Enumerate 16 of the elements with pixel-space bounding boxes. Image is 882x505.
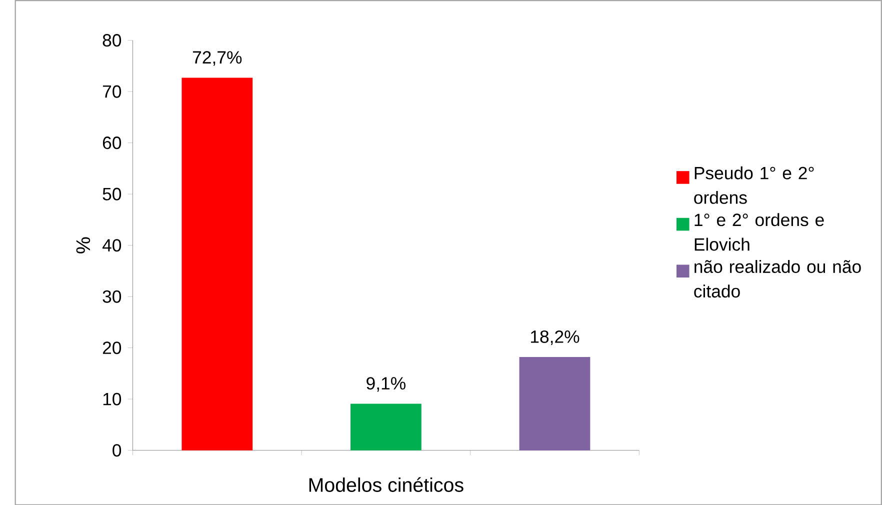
y-tick-label: 70 — [102, 85, 122, 98]
data-label: 72,7% — [192, 50, 242, 66]
y-tick-label: 20 — [102, 341, 122, 354]
legend-label: Pseudo 1° e 2° ordens — [694, 166, 814, 204]
y-tick-label: 50 — [102, 188, 122, 200]
data-label: 18,2% — [530, 330, 580, 345]
y-axis-title: % — [76, 237, 90, 254]
x-axis-title: Modelos cinéticos — [309, 477, 464, 492]
y-tick-label: 80 — [102, 34, 122, 46]
y-tick-label: 40 — [102, 238, 122, 252]
y-tick-label: 10 — [103, 392, 122, 406]
y-tick-label: 0 — [112, 444, 122, 456]
data-label: 9,1% — [366, 376, 406, 392]
y-tick-label: 30 — [102, 290, 122, 303]
y-tick-label: 60 — [102, 136, 122, 149]
legend-label: não realizado ou não citado — [694, 260, 861, 298]
